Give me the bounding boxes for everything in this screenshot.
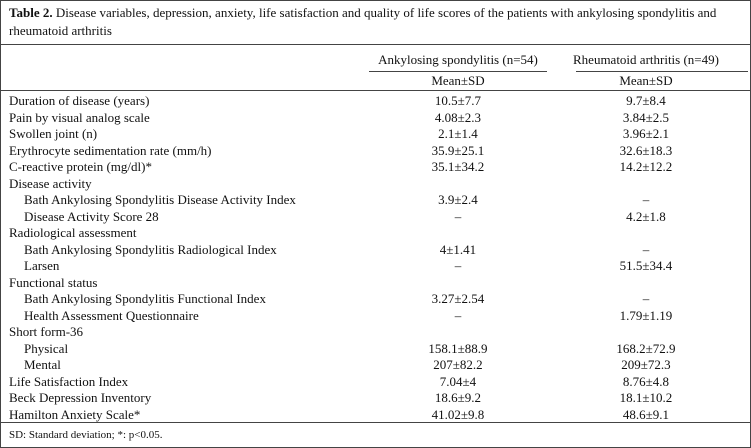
cell: 3.96±2.1 [622, 126, 670, 141]
cell: 41.02±9.8 [431, 406, 485, 422]
cell: 4±1.41 [439, 241, 477, 257]
row-label: Beck Depression Inventory [9, 390, 152, 405]
cell: – [454, 258, 462, 273]
row-label: Larsen [24, 258, 60, 273]
cell: 32.6±18.3 [619, 142, 673, 158]
cell: 9.7±8.4 [626, 93, 666, 108]
cell: 7.04±4 [439, 373, 477, 389]
cell: 35.1±34.2 [431, 159, 485, 174]
row-label: Health Assessment Questionnaire [24, 307, 199, 323]
rule [1, 422, 750, 423]
cell: – [642, 291, 650, 306]
cell: 18.6±9.2 [434, 390, 482, 405]
cell: 207±82.2 [433, 357, 483, 372]
cell: – [454, 208, 462, 224]
row-label: Functional status [9, 274, 98, 290]
cell: 3.9±2.4 [438, 192, 478, 207]
column-subheader: Mean±SD [619, 73, 673, 88]
rule [576, 71, 748, 72]
cell: 48.6±9.1 [622, 406, 670, 422]
cell: 18.1±10.2 [619, 390, 673, 405]
rule [369, 71, 547, 72]
row-label: Physical [24, 340, 69, 356]
row-label: Bath Ankylosing Spondylitis Disease Acti… [24, 192, 296, 207]
rule [1, 44, 750, 45]
cell: – [642, 241, 650, 257]
row-label: Life Satisfaction Index [9, 373, 129, 389]
cell: – [454, 307, 462, 323]
row-label: Disease Activity Score 28 [24, 208, 159, 224]
cell: 2.1±1.4 [438, 126, 478, 141]
row-label: Erythrocyte sedimentation rate (mm/h) [9, 142, 212, 158]
rule [1, 90, 750, 91]
row-label: Pain by visual analog scale [9, 109, 150, 125]
row-label: Hamilton Anxiety Scale* [9, 406, 141, 422]
cell: 35.9±25.1 [431, 142, 485, 158]
cell: 51.5±34.4 [619, 258, 673, 273]
cell: 14.2±12.2 [619, 159, 673, 174]
table-title: Table 2. Disease variables, depression, … [9, 4, 744, 40]
row-label: C-reactive protein (mg/dl)* [9, 159, 152, 174]
cell: 4.2±1.8 [626, 208, 666, 224]
row-label: Mental [24, 357, 61, 372]
cell: 10.5±7.7 [434, 93, 482, 108]
row-label: Disease activity [9, 175, 92, 191]
column-subheader: Mean±SD [431, 73, 485, 88]
row-label: Swollen joint (n) [9, 126, 98, 141]
footnote: SD: Standard deviation; *: p<0.05. [9, 429, 163, 441]
row-label: Bath Ankylosing Spondylitis Radiological… [24, 241, 277, 257]
cell: 1.79±1.19 [619, 307, 673, 323]
title-label: Table 2. [9, 5, 53, 20]
cell: 4.08±2.3 [434, 109, 482, 125]
column-header: Rheumatoid arthritis (n=49) [573, 52, 719, 67]
cell: 168.2±72.9 [616, 340, 676, 356]
cell: 3.84±2.5 [622, 109, 670, 125]
row-label: Bath Ankylosing Spondylitis Functional I… [24, 291, 266, 306]
cell: 158.1±88.9 [428, 340, 488, 356]
row-label: Duration of disease (years) [9, 93, 150, 108]
title-text: Disease variables, depression, anxiety, … [9, 5, 717, 38]
cell: 3.27±2.54 [431, 291, 485, 306]
cell: 209±72.3 [621, 357, 671, 372]
cell: – [642, 192, 650, 207]
column-header: Ankylosing spondylitis (n=54) [378, 52, 538, 67]
row-label: Short form-36 [9, 324, 84, 339]
cell: 8.76±4.8 [622, 373, 670, 389]
row-label: Radiological assessment [9, 225, 137, 240]
